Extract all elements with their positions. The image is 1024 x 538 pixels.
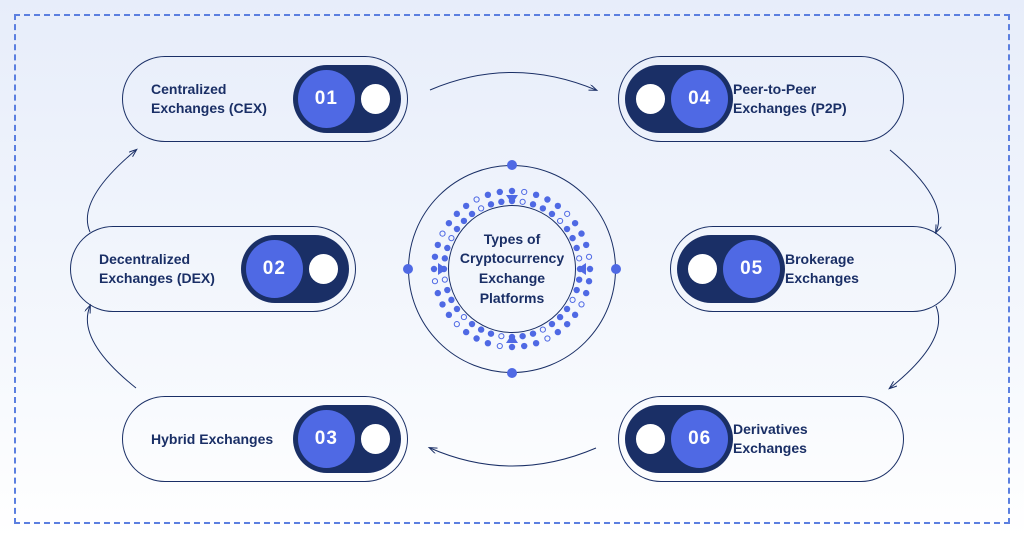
card-title: Hybrid Exchanges (151, 430, 273, 449)
card-badge: 02 (241, 235, 349, 303)
card-number: 06 (671, 410, 728, 468)
card-number: 01 (298, 70, 355, 128)
card-hole-icon (688, 254, 717, 284)
card-title: Centralized Exchanges (CEX) (151, 80, 293, 118)
card-hole-icon (636, 424, 665, 454)
card-badge: 05 (677, 235, 785, 303)
card-title: Peer-to-Peer Exchanges (P2P) (733, 80, 875, 118)
card-number: 02 (246, 240, 303, 298)
card-dex: Decentralized Exchanges (DEX)02 (70, 226, 356, 312)
card-number: 05 (723, 240, 780, 298)
card-hole-icon (361, 424, 390, 454)
card-p2p: 04Peer-to-Peer Exchanges (P2P) (618, 56, 904, 142)
card-hole-icon (309, 254, 338, 284)
card-cex: Centralized Exchanges (CEX)01 (122, 56, 408, 142)
card-number: 03 (298, 410, 355, 468)
card-title: Derivatives Exchanges (733, 420, 875, 458)
card-hybrid: Hybrid Exchanges 03 (122, 396, 408, 482)
card-title: Brokerage Exchanges (785, 250, 927, 288)
card-badge: 03 (293, 405, 401, 473)
card-badge: 04 (625, 65, 733, 133)
card-hole-icon (636, 84, 665, 114)
card-title: Decentralized Exchanges (DEX) (99, 250, 241, 288)
card-badge: 01 (293, 65, 401, 133)
card-hole-icon (361, 84, 390, 114)
card-badge: 06 (625, 405, 733, 473)
card-brk: 05Brokerage Exchanges (670, 226, 956, 312)
card-number: 04 (671, 70, 728, 128)
card-drv: 06Derivatives Exchanges (618, 396, 904, 482)
